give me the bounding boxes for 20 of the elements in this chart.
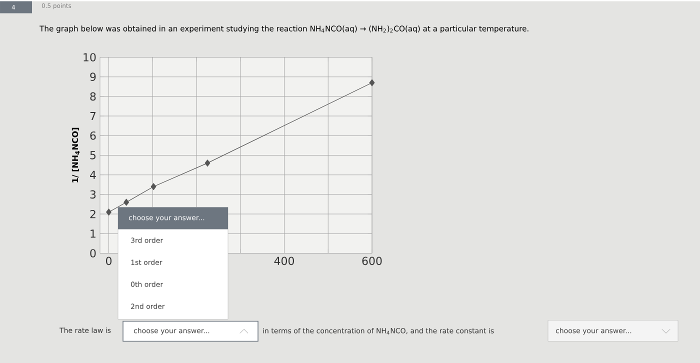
point (124, 198, 130, 206)
point (150, 182, 156, 190)
x-tick-label: 400 (274, 256, 294, 265)
point (369, 79, 375, 86)
y-tick-label: 10 (84, 52, 96, 62)
y-tick-label: 9 (90, 72, 96, 81)
y-tick-label: 8 (90, 92, 96, 100)
y-tick-label: 7 (90, 112, 96, 120)
point (106, 208, 112, 216)
x-tick-label: 600 (362, 256, 382, 265)
y-tick-label: 6 (90, 131, 96, 140)
y-tick-label: 0 (90, 248, 96, 258)
y-tick-label: 2 (90, 210, 96, 218)
point (204, 159, 210, 166)
y-tick-label: 5 (90, 151, 96, 160)
y-tick-label: 4 (90, 170, 96, 179)
y-axis-title: 1/ [NH$_{4}$NCO] (72, 128, 80, 182)
y-tick-label: 3 (90, 190, 96, 198)
y-tick-label: 1 (90, 230, 96, 238)
x-tick-label: 0 (106, 256, 112, 265)
